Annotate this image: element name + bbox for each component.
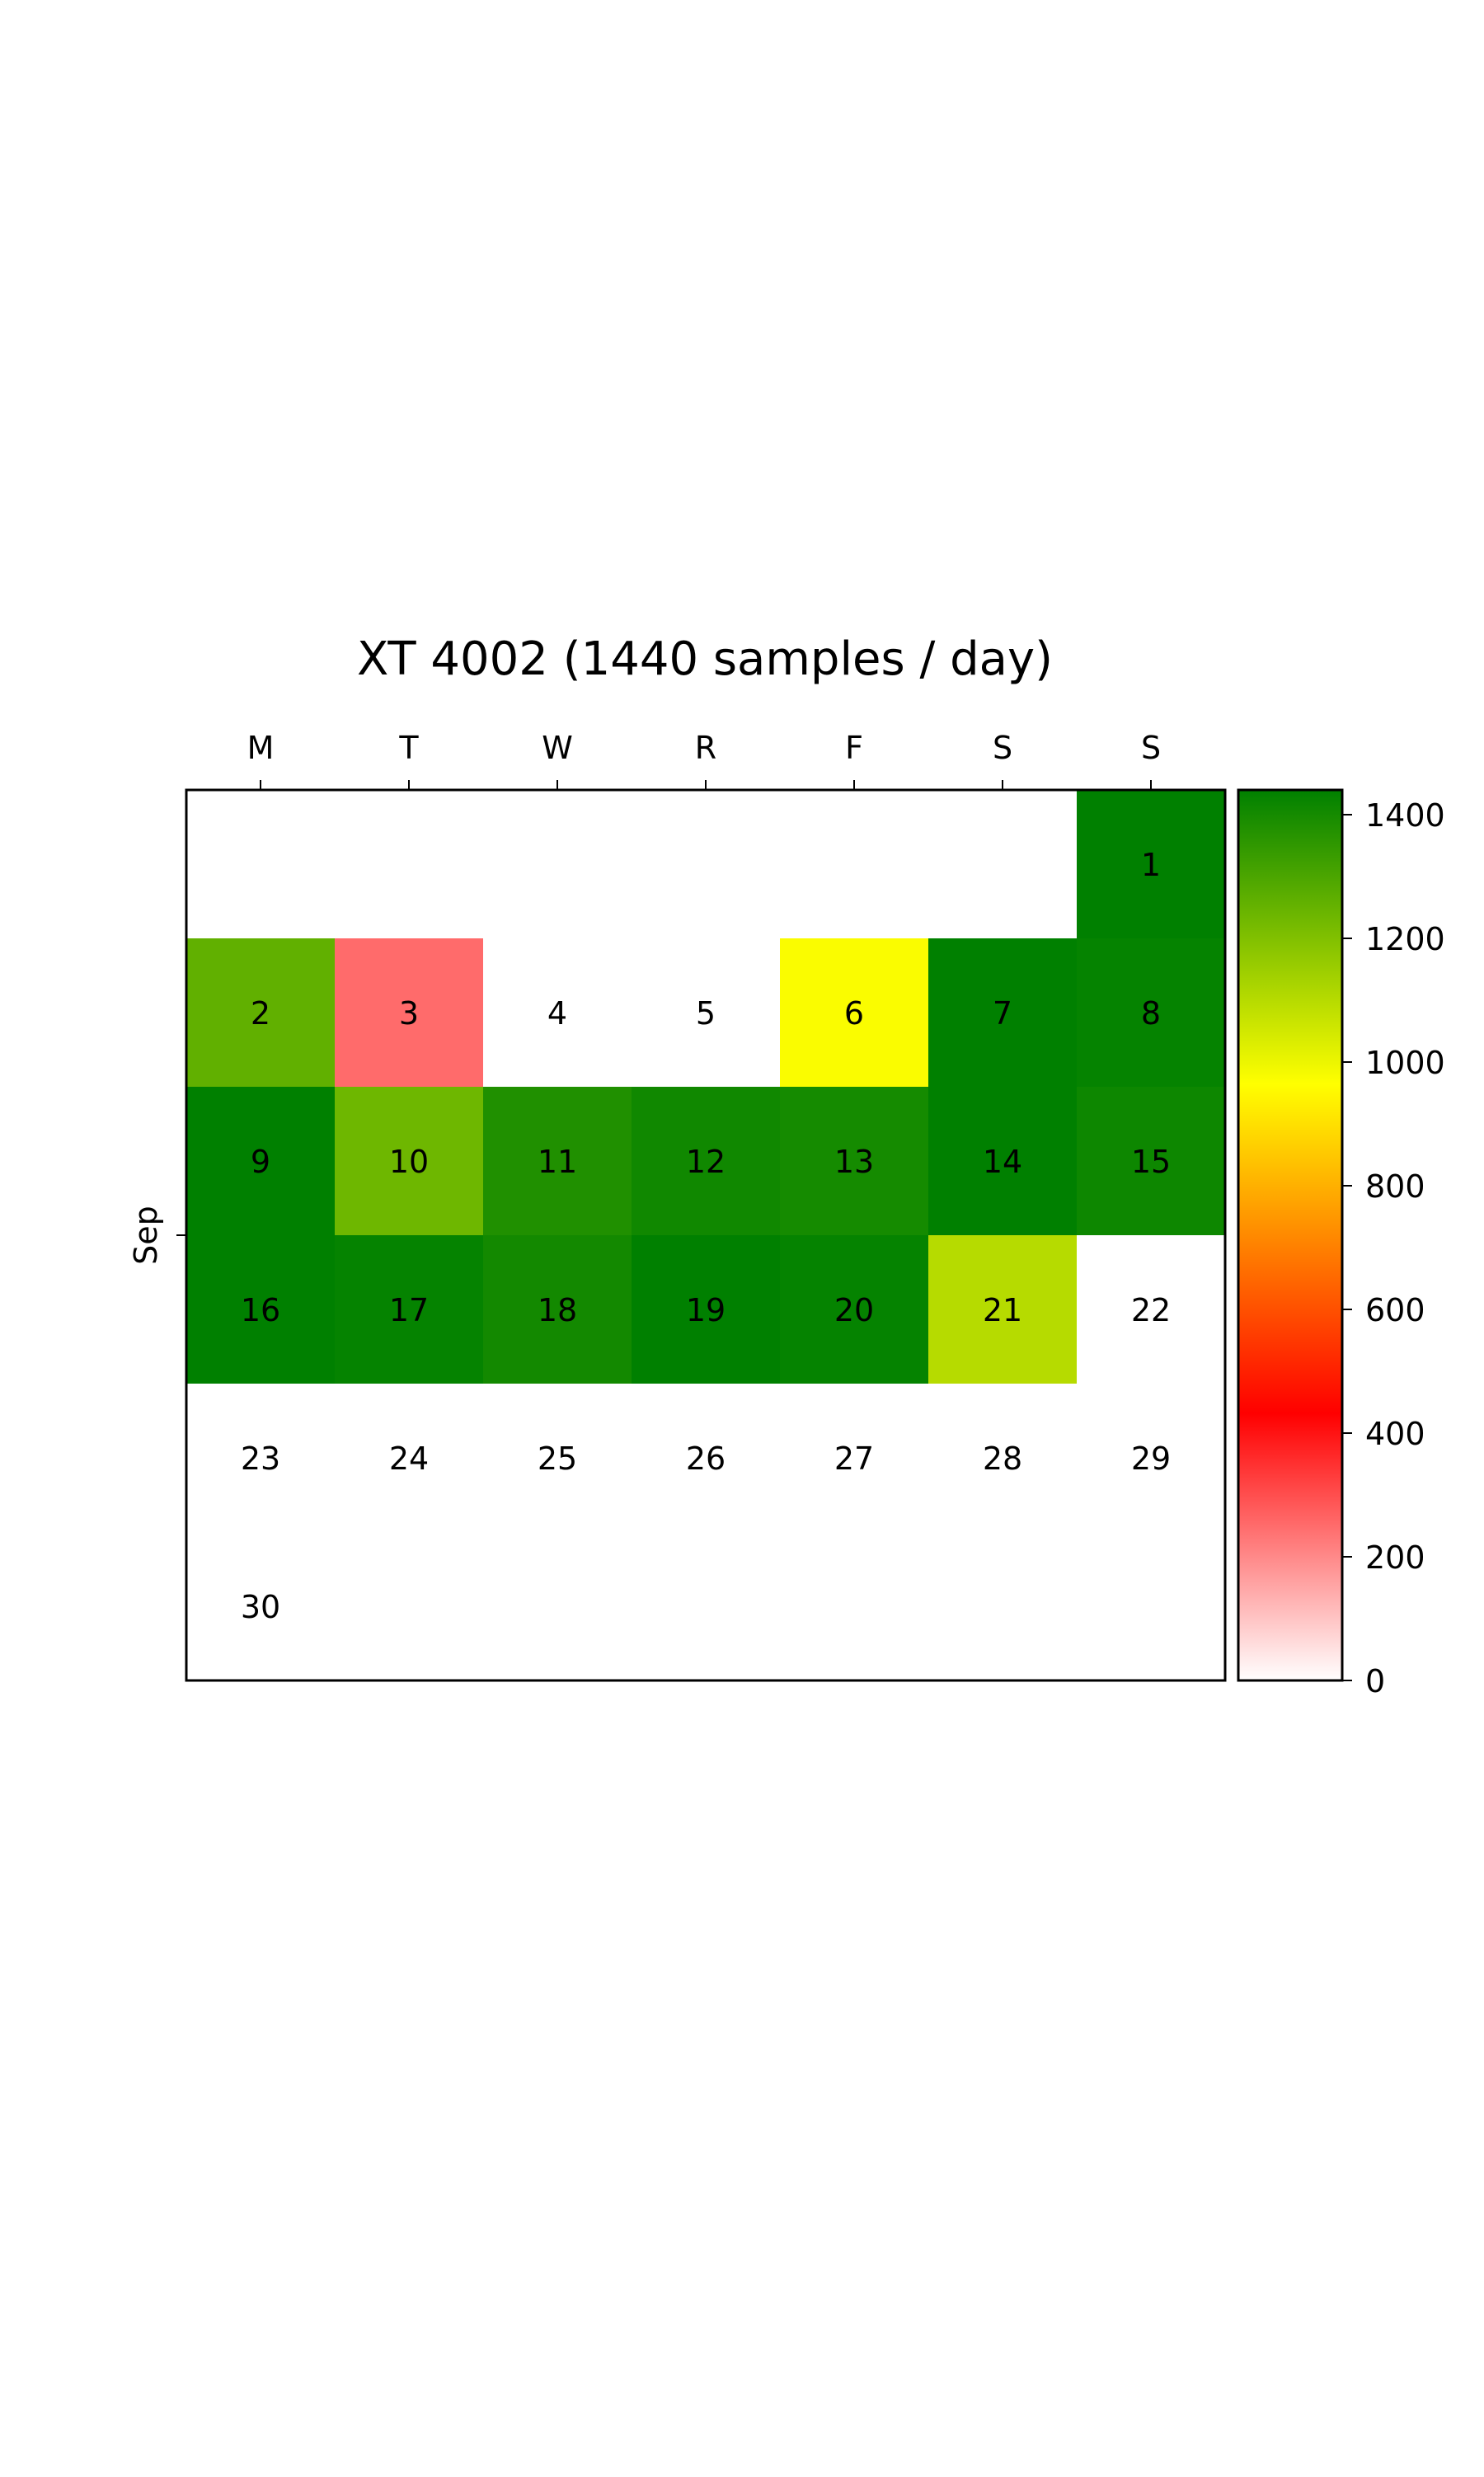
day-cell	[632, 1087, 780, 1235]
day-cell	[483, 1235, 632, 1384]
day-cell	[1077, 1087, 1225, 1235]
day-cell	[335, 938, 483, 1087]
chart-title: XT 4002 (1440 samples / day)	[357, 632, 1053, 686]
day-label: 26	[686, 1441, 726, 1477]
weekday-label: T	[398, 730, 419, 766]
day-label: 12	[686, 1144, 726, 1180]
day-label: 3	[399, 995, 419, 1032]
colorbar-tick-label: 200	[1365, 1539, 1425, 1576]
day-label: 16	[241, 1292, 280, 1328]
weekday-label: R	[695, 730, 716, 766]
day-label: 20	[834, 1292, 874, 1328]
calendar-frame	[185, 788, 1227, 1682]
weekday-label: M	[247, 730, 275, 766]
colorbar-tick-label: 800	[1365, 1168, 1425, 1205]
day-label: 22	[1131, 1292, 1171, 1328]
day-cell	[1077, 790, 1225, 938]
day-label: 28	[983, 1441, 1022, 1477]
day-label: 24	[389, 1441, 429, 1477]
colorbar-tick-label: 0	[1365, 1663, 1385, 1699]
day-cell	[928, 1087, 1077, 1235]
day-label: 11	[538, 1144, 577, 1180]
day-label: 15	[1131, 1144, 1171, 1180]
day-cell	[186, 1087, 335, 1235]
day-label: 5	[696, 995, 716, 1032]
colorbar-axis: 0 200 400 600 800 1000 1200 1400	[1342, 797, 1445, 1699]
day-label: 27	[834, 1441, 874, 1477]
weekday-label: S	[1141, 730, 1161, 766]
day-cell	[1077, 938, 1225, 1087]
day-label: 18	[538, 1292, 577, 1328]
day-cell	[186, 1235, 335, 1384]
weekday-label: F	[845, 730, 863, 766]
day-cell	[928, 1235, 1077, 1384]
day-label: 1	[1141, 847, 1161, 883]
day-label: 8	[1141, 995, 1161, 1032]
day-label: 2	[251, 995, 270, 1032]
colorbar-tick-label: 1200	[1365, 921, 1445, 957]
colorbar-tick-label: 600	[1365, 1292, 1425, 1328]
day-label: 25	[538, 1441, 577, 1477]
day-cell	[632, 1235, 780, 1384]
month-label: Sep	[128, 1206, 164, 1265]
day-label: 21	[983, 1292, 1022, 1328]
day-cell	[928, 938, 1077, 1087]
day-cell	[186, 938, 335, 1087]
day-label: 14	[983, 1144, 1022, 1180]
day-label: 23	[241, 1441, 280, 1477]
day-label: 19	[686, 1292, 726, 1328]
day-label: 10	[389, 1144, 429, 1180]
day-label: 9	[251, 1144, 270, 1180]
day-label: 4	[547, 995, 567, 1032]
colorbar	[1237, 788, 1344, 1682]
weekday-label: S	[993, 730, 1012, 766]
colorbar-tick-label: 400	[1365, 1416, 1425, 1452]
day-label: 7	[993, 995, 1012, 1032]
day-label: 6	[844, 995, 864, 1032]
day-label: 13	[834, 1144, 874, 1180]
day-cell	[780, 1235, 928, 1384]
day-label: 30	[241, 1589, 280, 1625]
day-cell	[780, 1087, 928, 1235]
day-label: 17	[389, 1292, 429, 1328]
day-cells	[186, 790, 1225, 1384]
colorbar-tick-label: 1000	[1365, 1045, 1445, 1081]
colorbar-tick-label: 1400	[1365, 797, 1445, 834]
day-cell	[780, 938, 928, 1087]
weekday-label: W	[542, 730, 573, 766]
day-cell	[335, 1235, 483, 1384]
day-cell	[335, 1087, 483, 1235]
day-label: 29	[1131, 1441, 1171, 1477]
day-cell	[483, 1087, 632, 1235]
